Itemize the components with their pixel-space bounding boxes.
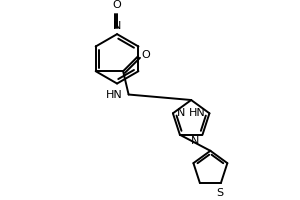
Text: HN: HN	[106, 90, 123, 100]
Text: S: S	[216, 188, 223, 198]
Text: N: N	[113, 21, 121, 31]
Text: HN: HN	[189, 108, 205, 118]
Text: O: O	[142, 50, 150, 60]
Text: N: N	[177, 108, 185, 118]
Text: O: O	[113, 0, 122, 10]
Text: N: N	[191, 136, 199, 146]
